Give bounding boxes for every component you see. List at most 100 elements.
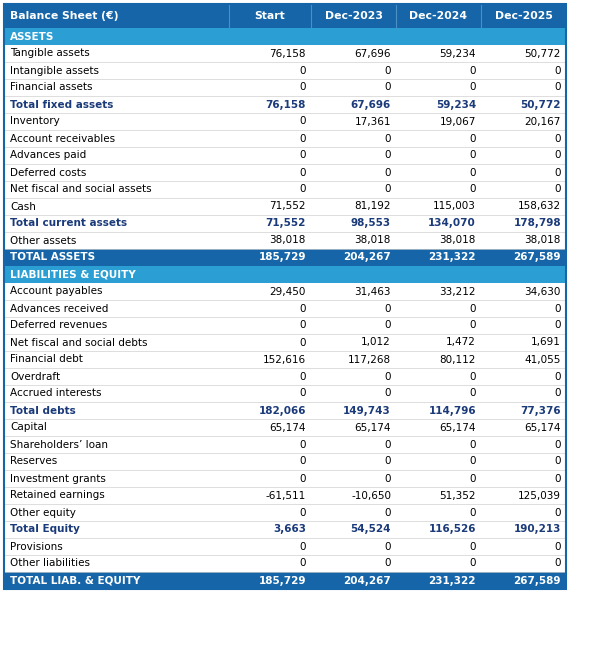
Text: 204,267: 204,267: [343, 576, 391, 585]
Text: Start: Start: [254, 11, 286, 21]
Text: 34,630: 34,630: [524, 286, 561, 297]
Text: 0: 0: [299, 304, 306, 313]
Text: 0: 0: [385, 541, 391, 552]
Text: 77,376: 77,376: [520, 406, 561, 415]
Text: Deferred revenues: Deferred revenues: [10, 321, 107, 330]
Text: 0: 0: [554, 559, 561, 569]
Text: 67,696: 67,696: [351, 99, 391, 110]
Text: 0: 0: [554, 184, 561, 195]
Text: Account receivables: Account receivables: [10, 134, 115, 143]
Text: 0: 0: [299, 184, 306, 195]
Text: 0: 0: [385, 134, 391, 143]
Text: 0: 0: [299, 134, 306, 143]
Text: Accrued interests: Accrued interests: [10, 389, 101, 398]
Text: 0: 0: [385, 371, 391, 382]
Text: 0: 0: [554, 371, 561, 382]
Text: Financial debt: Financial debt: [10, 354, 83, 365]
Bar: [4, 470, 566, 487]
Text: 59,234: 59,234: [436, 99, 476, 110]
Text: 3,663: 3,663: [273, 524, 306, 535]
Text: 65,174: 65,174: [269, 422, 306, 432]
Text: 0: 0: [470, 151, 476, 160]
Text: 71,552: 71,552: [269, 201, 306, 212]
Text: Intangible assets: Intangible assets: [10, 66, 99, 75]
Text: 182,066: 182,066: [259, 406, 306, 415]
Bar: [4, 130, 566, 147]
Bar: [4, 28, 566, 45]
Text: 0: 0: [554, 151, 561, 160]
Text: 0: 0: [554, 439, 561, 450]
Text: 0: 0: [470, 439, 476, 450]
Text: 0: 0: [554, 134, 561, 143]
Text: 54,524: 54,524: [350, 524, 391, 535]
Text: 0: 0: [470, 134, 476, 143]
Bar: [4, 232, 566, 249]
Text: -10,650: -10,650: [351, 491, 391, 500]
Bar: [4, 555, 566, 572]
Text: Total current assets: Total current assets: [10, 219, 127, 228]
Text: Retained earnings: Retained earnings: [10, 491, 105, 500]
Text: 0: 0: [470, 304, 476, 313]
Bar: [4, 317, 566, 334]
Bar: [4, 538, 566, 555]
Text: Other equity: Other equity: [10, 508, 76, 517]
Bar: [4, 368, 566, 385]
Text: Account payables: Account payables: [10, 286, 103, 297]
Text: 117,268: 117,268: [348, 354, 391, 365]
Text: 0: 0: [299, 167, 306, 177]
Bar: [4, 351, 566, 368]
Text: 80,112: 80,112: [440, 354, 476, 365]
Bar: [4, 334, 566, 351]
Text: 0: 0: [470, 321, 476, 330]
Text: 38,018: 38,018: [269, 236, 306, 245]
Text: LIABILITIES & EQUITY: LIABILITIES & EQUITY: [10, 269, 136, 280]
Text: -61,511: -61,511: [266, 491, 306, 500]
Text: Other assets: Other assets: [10, 236, 76, 245]
Bar: [4, 504, 566, 521]
Text: Overdraft: Overdraft: [10, 371, 60, 382]
Bar: [4, 436, 566, 453]
Text: 0: 0: [299, 508, 306, 517]
Text: 0: 0: [554, 541, 561, 552]
Text: 0: 0: [299, 439, 306, 450]
Text: Financial assets: Financial assets: [10, 82, 92, 93]
Text: 81,192: 81,192: [355, 201, 391, 212]
Text: 0: 0: [554, 82, 561, 93]
Text: 65,174: 65,174: [355, 422, 391, 432]
Text: 0: 0: [385, 304, 391, 313]
Text: 149,743: 149,743: [343, 406, 391, 415]
Text: 50,772: 50,772: [521, 99, 561, 110]
Text: 0: 0: [385, 184, 391, 195]
Text: 1,012: 1,012: [361, 337, 391, 347]
Text: Shareholders’ loan: Shareholders’ loan: [10, 439, 108, 450]
Text: 0: 0: [554, 304, 561, 313]
Bar: [4, 147, 566, 164]
Text: 134,070: 134,070: [428, 219, 476, 228]
Text: 0: 0: [299, 541, 306, 552]
Text: 0: 0: [299, 389, 306, 398]
Bar: [4, 181, 566, 198]
Text: 231,322: 231,322: [428, 252, 476, 262]
Text: Cash: Cash: [10, 201, 36, 212]
Text: Advances paid: Advances paid: [10, 151, 86, 160]
Text: 0: 0: [385, 151, 391, 160]
Text: 1,472: 1,472: [446, 337, 476, 347]
Text: 59,234: 59,234: [439, 49, 476, 58]
Text: TOTAL LIAB. & EQUITY: TOTAL LIAB. & EQUITY: [10, 576, 140, 585]
Text: 267,589: 267,589: [514, 252, 561, 262]
Text: 31,463: 31,463: [355, 286, 391, 297]
Bar: [4, 300, 566, 317]
Text: 0: 0: [470, 167, 476, 177]
Text: Total fixed assets: Total fixed assets: [10, 99, 113, 110]
Text: 0: 0: [299, 82, 306, 93]
Text: Dec-2023: Dec-2023: [325, 11, 383, 21]
Bar: [4, 521, 566, 538]
Text: 50,772: 50,772: [524, 49, 561, 58]
Text: 125,039: 125,039: [518, 491, 561, 500]
Text: 0: 0: [299, 337, 306, 347]
Text: 0: 0: [470, 371, 476, 382]
Text: 0: 0: [385, 389, 391, 398]
Text: 51,352: 51,352: [439, 491, 476, 500]
Text: 38,018: 38,018: [355, 236, 391, 245]
Bar: [4, 45, 566, 62]
